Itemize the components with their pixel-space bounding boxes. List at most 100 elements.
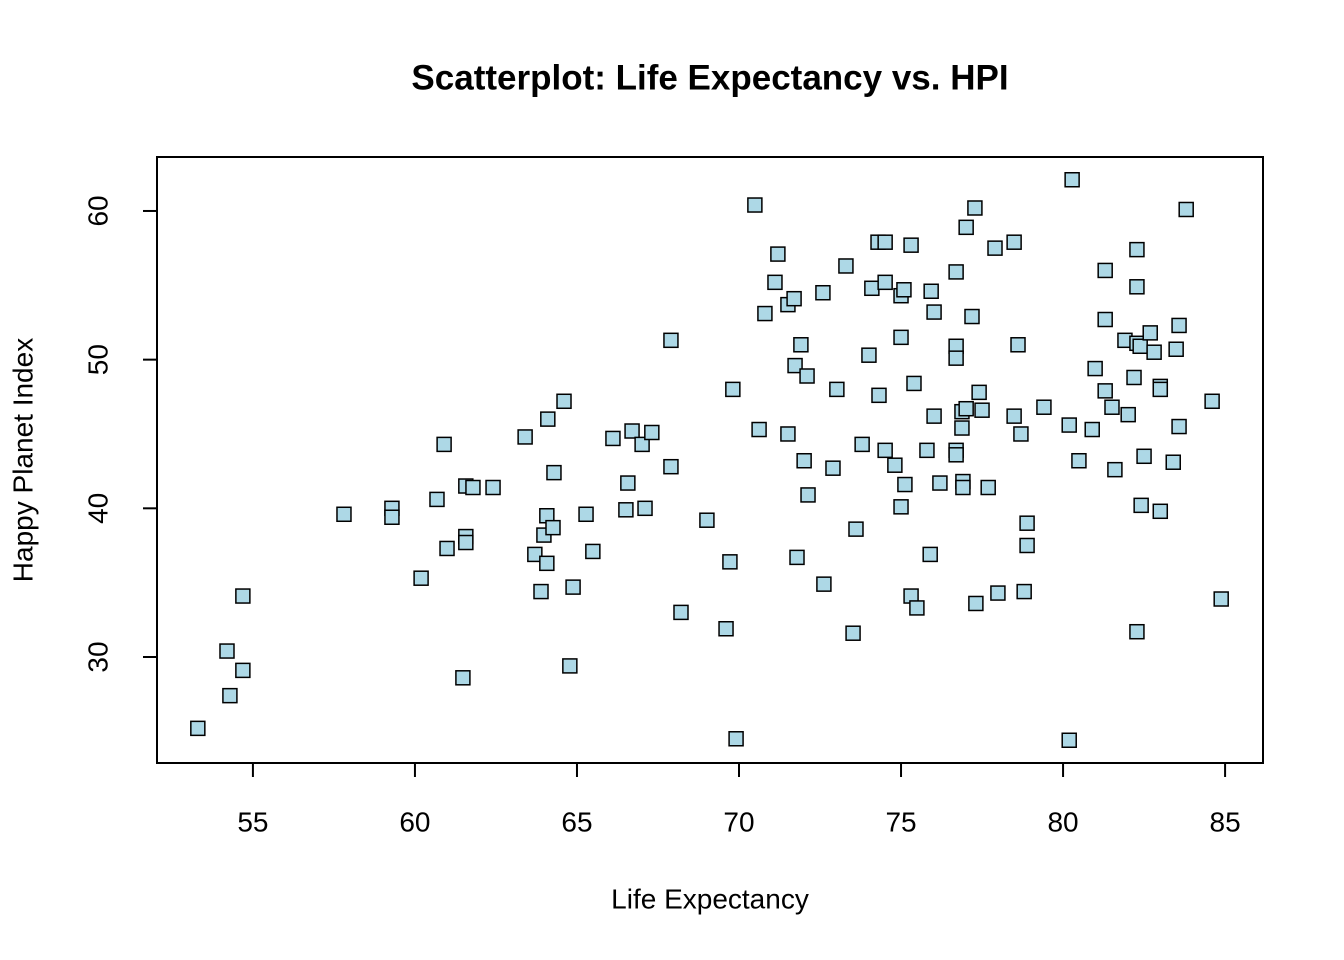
point xyxy=(815,284,831,301)
point xyxy=(829,381,845,398)
point xyxy=(1133,497,1149,514)
point xyxy=(465,479,481,496)
point xyxy=(1126,369,1142,386)
point xyxy=(190,720,206,737)
point xyxy=(644,424,660,441)
point xyxy=(903,237,919,253)
point xyxy=(877,442,893,459)
point xyxy=(624,423,640,439)
plot-frame xyxy=(156,156,1264,764)
x-tick-label: 70 xyxy=(723,806,754,837)
point xyxy=(893,499,909,515)
point xyxy=(968,595,984,612)
point xyxy=(909,600,925,616)
point xyxy=(893,329,909,346)
point xyxy=(663,458,679,475)
point xyxy=(533,583,549,600)
point xyxy=(1016,583,1032,600)
point xyxy=(1120,406,1136,423)
point xyxy=(1019,515,1035,531)
point xyxy=(1013,426,1029,442)
point xyxy=(336,506,352,523)
point xyxy=(1152,381,1169,398)
point xyxy=(955,479,971,496)
y-axis-label: Happy Planet Index xyxy=(7,338,38,582)
point xyxy=(235,588,251,604)
point xyxy=(618,502,634,518)
y-tick-label: 40 xyxy=(82,493,113,524)
chart-title: Scatterplot: Life Expectancy vs. HPI xyxy=(411,58,1008,97)
x-tick-label: 55 xyxy=(237,806,268,837)
point xyxy=(1061,732,1077,749)
point xyxy=(1087,360,1103,377)
point xyxy=(718,620,734,637)
point xyxy=(877,234,893,250)
point xyxy=(987,240,1003,256)
point xyxy=(967,200,983,216)
point xyxy=(1006,234,1022,250)
point xyxy=(896,282,912,298)
point xyxy=(1168,341,1184,357)
point xyxy=(948,350,964,366)
point xyxy=(906,375,922,392)
point xyxy=(585,543,601,560)
point xyxy=(887,457,903,473)
point xyxy=(540,411,556,427)
point xyxy=(789,549,805,566)
point xyxy=(565,579,581,595)
y-tick-label: 60 xyxy=(82,195,113,226)
point xyxy=(932,475,948,491)
y-tick-label: 30 xyxy=(82,641,113,672)
point xyxy=(1071,452,1087,469)
point xyxy=(1213,591,1229,607)
point xyxy=(923,283,939,300)
x-tick-label: 65 xyxy=(561,806,592,837)
point xyxy=(429,491,445,508)
point xyxy=(1064,171,1080,188)
point xyxy=(848,521,864,537)
point xyxy=(485,479,501,496)
point xyxy=(793,337,809,353)
point xyxy=(948,264,964,280)
point xyxy=(770,246,786,262)
point xyxy=(1136,448,1152,465)
point xyxy=(1165,454,1181,470)
x-axis-label: Life Expectancy xyxy=(611,883,809,914)
point xyxy=(1097,262,1113,279)
point xyxy=(1097,383,1113,399)
point xyxy=(1132,338,1148,355)
x-tick-label: 80 xyxy=(1047,806,1078,837)
point xyxy=(926,408,942,424)
point xyxy=(767,274,783,291)
x-tick-label: 60 xyxy=(399,806,430,837)
point xyxy=(1107,461,1123,478)
point xyxy=(854,436,870,453)
point xyxy=(1097,311,1113,328)
point xyxy=(747,197,763,213)
point xyxy=(384,509,400,525)
point xyxy=(439,540,455,557)
point xyxy=(620,475,636,491)
point xyxy=(861,347,877,363)
point xyxy=(413,570,429,586)
point xyxy=(728,731,744,747)
point xyxy=(1019,537,1035,554)
point xyxy=(219,643,235,659)
point xyxy=(539,555,555,572)
x-tick-label: 75 xyxy=(885,806,916,837)
point xyxy=(455,670,471,686)
point xyxy=(663,332,679,349)
point xyxy=(722,554,738,570)
point xyxy=(1142,325,1158,341)
x-tick-label: 85 xyxy=(1210,806,1241,837)
point xyxy=(1129,241,1145,258)
point xyxy=(864,280,880,297)
point xyxy=(825,460,841,476)
point xyxy=(546,464,562,481)
point xyxy=(1006,408,1022,424)
point xyxy=(1129,623,1145,640)
point xyxy=(800,487,816,503)
point xyxy=(958,400,974,417)
point xyxy=(877,274,893,291)
point xyxy=(871,387,887,404)
